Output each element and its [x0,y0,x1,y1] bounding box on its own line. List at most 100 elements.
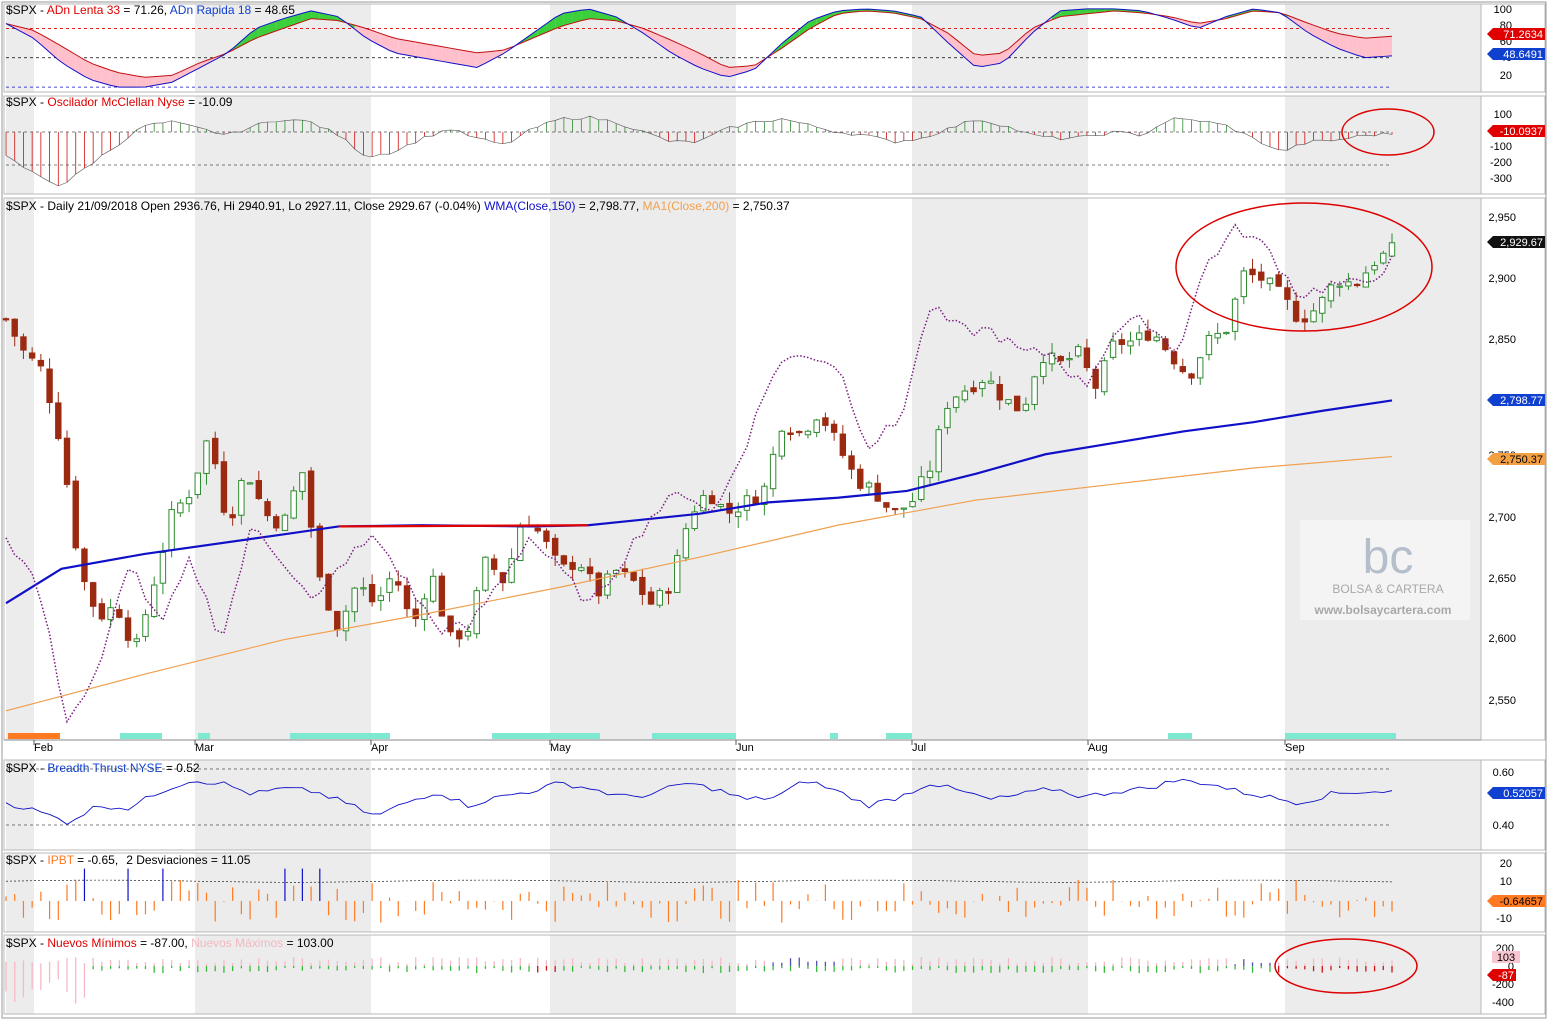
candle-down [37,359,45,367]
candle-up [1380,252,1387,264]
adn-fill [1357,36,1366,58]
candle-down [316,525,324,578]
signal-strip-block [14,733,60,739]
mcc-tick-m200: -200 [1490,157,1512,169]
candle-down [1353,283,1361,287]
candle-down [874,482,881,502]
candle-up [281,514,289,531]
shade-band [195,96,371,194]
adn-fill [781,36,791,49]
candle-up [1345,281,1352,287]
candle-up [203,440,210,474]
price-highlight-ellipse [1175,202,1433,332]
candle-up [1336,285,1343,288]
candle-down [848,455,855,470]
candle-up [1223,331,1230,335]
candle-down [1249,268,1256,276]
candle-down [883,502,890,508]
candle-down [1118,339,1125,345]
price-wma-label: 2,798.77 [1500,395,1543,407]
watermark-logo: bc [1363,531,1414,584]
adn-fill [1025,27,1035,40]
candle-up [360,587,367,590]
candle-down [708,495,716,505]
shade-band [550,853,736,932]
shade-band [1285,198,1481,740]
adn-fill [494,50,503,59]
shade-band [912,4,1088,92]
candle-down [1144,330,1152,341]
mcc-tick-100: 100 [1494,109,1512,121]
candle-up [150,584,158,617]
adn-fill [642,28,652,39]
nuevos-axis: 200 0 -200 -400 103 -87 [1487,943,1520,1009]
candle-up [1240,270,1248,298]
mcc-tick-m300: -300 [1490,173,1512,185]
candle-up [769,453,777,490]
adn-fill [180,67,190,78]
candle-up [1310,310,1317,323]
candle-down [560,555,568,565]
nuevos-title: $SPX - Nuevos Mínimos = -87.00, Nuevos M… [6,936,334,950]
ipbt-title: $SPX - IPBT = -0.65, 2 Desviaciones = 11.… [6,853,251,867]
adn-fill [1182,19,1192,27]
panel-frame [3,759,1546,851]
candle-up [142,614,149,637]
adn-fill [677,42,686,61]
shade-band [912,760,1088,850]
signal-strip-block [198,733,210,739]
candle-up [377,595,385,601]
adn-fill [973,53,983,67]
candle-down [98,603,106,620]
br-tick-040: 0.40 [1493,820,1514,832]
adn-fill [136,75,146,88]
candle-down [1083,347,1091,369]
mcclellan-highlight-ellipse [1341,108,1435,156]
candle-down [72,480,79,549]
candle-down [212,437,219,465]
nuevos-highlight-ellipse [1274,938,1418,994]
adn-fill [807,18,817,30]
breadth-line [5,778,1393,825]
signal-strip-block [120,733,162,739]
candle-down [368,584,376,603]
signal-strip-block [652,733,736,739]
adn-fill [75,54,85,77]
adn-tick-20: 20 [1500,70,1512,82]
adn-fill [476,52,486,68]
candle-down [124,617,132,641]
candle-down [20,336,27,351]
adn-fill [1339,33,1349,53]
mcclellan-plot [5,115,1393,187]
breadth-panel: $SPX - Breadth Thrust NYSE = 0.52 0.60 0… [5,761,1545,832]
candle-up [865,482,873,488]
shade-band [6,935,34,1014]
candle-up [909,501,916,508]
adn-fill [363,27,373,42]
candle-up [1074,346,1082,357]
nuevos-plot [5,957,1393,1004]
adn-fill [389,36,399,54]
month-label-feb: Feb [34,742,53,754]
adn-fill [1069,9,1079,16]
breadth-title: $SPX - Breadth Thrust NYSE = 0.52 [6,761,200,775]
adn-fill [311,10,320,20]
signal-strip-block [1168,733,1192,739]
candle-down [595,572,602,597]
candle-up [194,472,201,496]
candle-down [456,630,463,640]
candle-up [979,381,986,390]
adn-fill [720,64,730,77]
adn-fill [825,12,835,21]
adn-fill [241,33,251,46]
candle-up [185,497,193,505]
candle-up [700,495,707,512]
candle-down [220,461,228,513]
candle-down [1301,318,1309,323]
adn-fill [964,46,974,66]
mcc-tick-m100: -100 [1490,141,1512,153]
candle-up [674,554,681,593]
month-label-mar: Mar [195,742,214,754]
candle-down [970,387,977,393]
